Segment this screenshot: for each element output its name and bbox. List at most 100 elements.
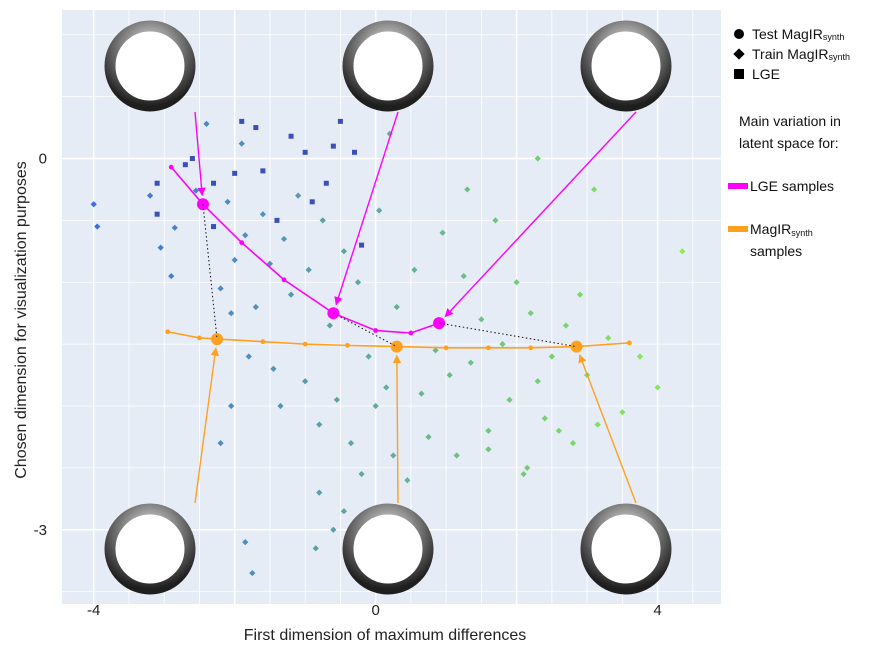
legend-line-label: LGE samples bbox=[750, 178, 834, 194]
series-key-point-1 bbox=[390, 340, 403, 353]
train-point bbox=[340, 508, 348, 515]
sample-image-bg bbox=[105, 21, 195, 111]
series-point-1 bbox=[626, 340, 632, 346]
pointer-arrow bbox=[444, 111, 637, 318]
train-point bbox=[312, 545, 319, 552]
series-point-0 bbox=[168, 164, 174, 170]
train-point bbox=[302, 378, 309, 385]
lge-point bbox=[302, 149, 308, 155]
train-point bbox=[372, 402, 379, 410]
sample-images bbox=[104, 20, 672, 595]
x-axis-title: First dimension of maximum differences bbox=[244, 627, 526, 644]
lge-point bbox=[232, 170, 238, 176]
sample-image-bg bbox=[581, 21, 671, 111]
legend-heading: latent space for: bbox=[739, 135, 839, 151]
lge-point bbox=[359, 242, 365, 248]
legend-marker-circle bbox=[734, 29, 744, 39]
train-point bbox=[146, 192, 154, 199]
train-point bbox=[305, 266, 312, 273]
legend-label: Train MagIRsynth bbox=[752, 46, 850, 62]
pointer-arrow bbox=[334, 111, 399, 306]
train-point bbox=[460, 272, 467, 280]
legend-line-swatch bbox=[728, 226, 748, 232]
train-point bbox=[499, 341, 506, 348]
legend-marker-square bbox=[734, 69, 744, 79]
legend-line-swatch bbox=[728, 183, 748, 189]
lge-point bbox=[260, 168, 266, 174]
train-point bbox=[383, 384, 390, 391]
train-point bbox=[171, 224, 178, 231]
series-point-0 bbox=[239, 240, 245, 246]
lge-point bbox=[253, 125, 259, 131]
train-point bbox=[316, 489, 323, 496]
train-point bbox=[425, 433, 432, 441]
train-point bbox=[333, 396, 340, 403]
lge-point bbox=[182, 162, 188, 168]
series-point-0 bbox=[373, 328, 379, 333]
train-point bbox=[365, 353, 372, 360]
train-point bbox=[242, 232, 249, 239]
train-point bbox=[287, 291, 295, 298]
tick-labels: -4 0 4 0 -3 bbox=[34, 151, 662, 620]
train-point bbox=[404, 477, 411, 484]
legend-label-subscript: synth bbox=[829, 52, 851, 62]
train-point bbox=[354, 279, 362, 286]
train-point bbox=[252, 303, 259, 311]
series-line-0 bbox=[170, 166, 440, 334]
x-tick-label: 4 bbox=[653, 602, 661, 619]
sample-image-ring bbox=[580, 20, 672, 112]
sample-image-ring bbox=[104, 503, 196, 595]
dotted-link bbox=[202, 204, 218, 340]
series-key-point-1 bbox=[570, 340, 583, 353]
sample-image-bg bbox=[343, 21, 433, 111]
sample-image-ring bbox=[580, 503, 672, 595]
lge-point bbox=[351, 149, 357, 155]
pointer-arrow bbox=[194, 111, 206, 197]
train-point bbox=[376, 207, 383, 214]
train-point bbox=[393, 303, 400, 311]
sample-image-bg bbox=[343, 504, 433, 594]
pointer-arrow bbox=[392, 354, 402, 504]
train-point bbox=[453, 452, 460, 459]
series-point-1 bbox=[443, 345, 449, 351]
train-point bbox=[432, 347, 439, 354]
train-point bbox=[316, 421, 323, 428]
train-point bbox=[418, 390, 425, 397]
series-point-1 bbox=[302, 341, 308, 347]
pointer-arrow bbox=[194, 347, 220, 504]
legend-marker-diamond bbox=[733, 48, 745, 60]
legend-label: LGE bbox=[752, 66, 780, 82]
x-tick-label: -4 bbox=[87, 602, 100, 619]
legend-label: Test MagIRsynth bbox=[752, 26, 844, 42]
train-point bbox=[446, 371, 453, 379]
series-point-1 bbox=[165, 329, 171, 335]
pointer-arrow bbox=[578, 354, 637, 504]
train-point bbox=[203, 120, 210, 127]
legend-heading: Main variation in bbox=[739, 113, 841, 129]
lge-point bbox=[323, 180, 329, 186]
lge-point bbox=[239, 118, 245, 124]
dotted-link bbox=[438, 322, 577, 348]
train-point bbox=[358, 470, 365, 478]
train-point bbox=[390, 452, 397, 459]
train-point bbox=[277, 402, 284, 410]
train-point bbox=[467, 359, 474, 366]
train-point bbox=[94, 223, 101, 230]
series-point-0 bbox=[408, 330, 414, 336]
series-point-1 bbox=[528, 345, 534, 351]
train-point bbox=[242, 539, 249, 546]
series-point-0 bbox=[281, 277, 287, 283]
lge-point bbox=[330, 143, 336, 149]
series-point-1 bbox=[345, 342, 350, 348]
y-tick-label: -3 bbox=[34, 522, 47, 539]
lge-point bbox=[211, 180, 217, 186]
sample-image-ring bbox=[104, 20, 196, 112]
train-point bbox=[506, 396, 513, 403]
series-key-point-1 bbox=[211, 333, 224, 346]
train-point bbox=[485, 446, 492, 453]
lge-point bbox=[309, 199, 315, 205]
train-point bbox=[245, 353, 252, 360]
legend-line-subscript: synth bbox=[791, 228, 813, 238]
train-point bbox=[485, 427, 492, 434]
